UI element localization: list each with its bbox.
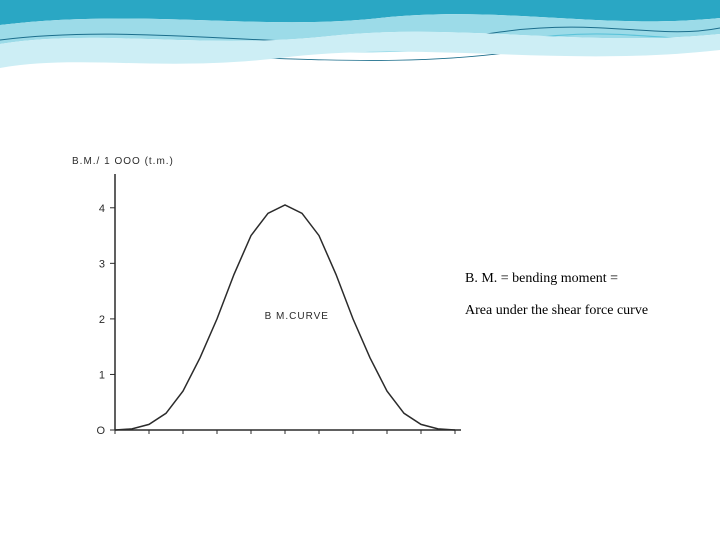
y-tick-label: O xyxy=(96,425,105,437)
y-tick-label: 4 xyxy=(99,203,105,215)
bm-chart-svg: B.M./ 1 OOO (t.m.) O 1 2 3 4 B M.CURVE xyxy=(70,150,470,450)
y-tick-label: 2 xyxy=(99,314,105,326)
y-tick-label: 3 xyxy=(99,258,105,270)
curve-label: B M.CURVE xyxy=(265,311,329,322)
bm-annotation: B. M. = bending moment = Area under the … xyxy=(465,265,715,329)
annotation-line-2: Area under the shear force curve xyxy=(465,297,715,325)
y-tick-label: 1 xyxy=(99,369,105,381)
slide: B.M./ 1 OOO (t.m.) O 1 2 3 4 B M.CURVE B. M. =… xyxy=(0,0,720,540)
bm-chart: B.M./ 1 OOO (t.m.) O 1 2 3 4 B M.CURVE xyxy=(70,150,470,450)
y-axis-title: B.M./ 1 OOO (t.m.) xyxy=(72,156,174,167)
header-waves xyxy=(0,0,720,80)
annotation-line-1: B. M. = bending moment = xyxy=(465,265,715,293)
